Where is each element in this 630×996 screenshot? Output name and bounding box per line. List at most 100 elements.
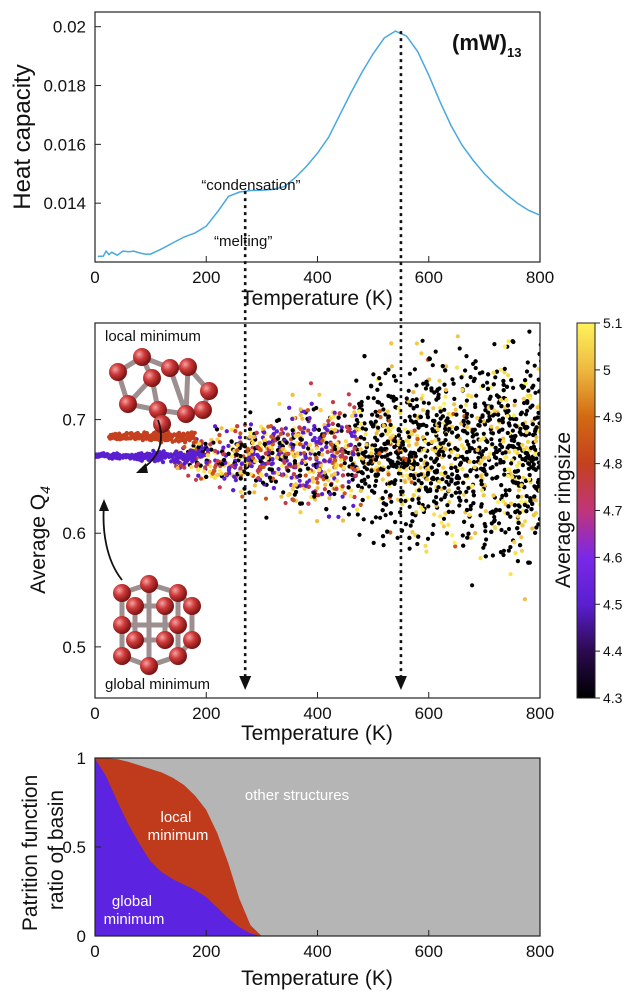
scatter-point: [215, 459, 220, 464]
y-tick-label: 0.014: [43, 194, 86, 213]
scatter-point: [371, 540, 376, 546]
y-tick-label: 0.02: [53, 18, 86, 37]
scatter-point: [501, 436, 506, 441]
scatter-point: [380, 477, 385, 482]
scatter-point: [306, 428, 311, 433]
scatter-point: [424, 549, 429, 554]
x-tick-label: 600: [415, 942, 443, 961]
scatter-point: [352, 405, 357, 410]
scatter-point: [238, 431, 243, 436]
scatter-point: [469, 394, 474, 399]
scatter-point: [453, 446, 458, 451]
scatter-point: [217, 485, 222, 490]
scatter-point: [512, 403, 517, 408]
scatter-point: [528, 405, 533, 410]
x-tick-label: 400: [303, 704, 331, 723]
scatter-point: [354, 437, 359, 442]
scatter-point: [248, 410, 253, 415]
scatter-point: [230, 463, 235, 468]
scatter-cluster-point: [109, 436, 114, 441]
scatter-point: [293, 482, 298, 487]
scatter-point: [266, 461, 271, 466]
scatter-point: [430, 531, 435, 537]
scatter-point: [382, 454, 388, 459]
scatter-point: [486, 372, 491, 377]
scatter-point: [494, 462, 499, 467]
scatter-point: [541, 441, 545, 445]
scatter-point: [501, 388, 506, 393]
scatter-point: [360, 497, 365, 503]
scatter-point: [414, 341, 419, 346]
scatter-point: [298, 451, 303, 456]
scatter-point: [283, 500, 288, 506]
scatter-point: [483, 554, 488, 559]
scatter-point: [492, 408, 497, 413]
scatter-point: [481, 383, 486, 388]
scatter-point: [533, 530, 538, 535]
scatter-point: [449, 479, 454, 484]
scatter-point: [333, 428, 338, 433]
scatter-point: [529, 445, 534, 451]
scatter-point: [252, 490, 257, 495]
scatter-point: [435, 387, 440, 392]
scatter-point: [340, 453, 345, 458]
y-tick-label: 0.016: [43, 135, 86, 154]
scatter-point: [512, 398, 518, 403]
scatter-point: [389, 341, 394, 346]
scatter-point: [396, 442, 401, 447]
scatter-point: [397, 467, 402, 472]
scatter-point: [290, 487, 295, 492]
scatter-point: [505, 316, 509, 320]
scatter-point: [541, 470, 545, 474]
scatter-point: [489, 424, 494, 429]
scatter-point: [522, 502, 528, 507]
scatter-point: [522, 519, 528, 524]
scatter-point: [284, 440, 289, 445]
scatter-point: [497, 418, 502, 423]
scatter-point: [369, 451, 374, 456]
scatter-point: [254, 430, 259, 435]
scatter-point: [503, 502, 508, 507]
scatter-point: [235, 424, 240, 429]
scatter-point: [443, 446, 448, 452]
scatter-point: [542, 484, 546, 488]
scatter-point: [503, 492, 508, 497]
scatter-point: [482, 542, 487, 547]
scatter-point: [198, 476, 204, 481]
scatter-point: [426, 401, 431, 406]
scatter-point: [491, 413, 496, 418]
scatter-point: [499, 404, 504, 409]
scatter-point: [344, 424, 349, 429]
scatter-point: [411, 390, 416, 395]
scatter-point: [466, 531, 471, 536]
scatter-point: [380, 534, 386, 539]
scatter-point: [416, 534, 421, 539]
scatter-point: [381, 543, 386, 548]
scatter-point: [530, 526, 535, 531]
scatter-point: [482, 462, 488, 467]
scatter-point: [375, 387, 380, 392]
scatter-cluster-point: [140, 457, 145, 462]
scatter-point: [440, 477, 445, 482]
scatter-point: [533, 439, 539, 444]
scatter-point: [483, 524, 488, 529]
scatter-point: [520, 522, 525, 528]
scatter-point: [324, 440, 329, 445]
scatter-point: [481, 449, 486, 454]
scatter-point: [404, 438, 409, 443]
scatter-point: [495, 425, 500, 430]
scatter-point: [406, 443, 412, 448]
scatter-point: [303, 441, 309, 446]
scatter-point: [369, 468, 374, 473]
scatter-point: [446, 522, 451, 528]
scatter-point: [509, 378, 514, 383]
scatter-point: [471, 489, 476, 494]
scatter-point: [513, 510, 518, 515]
scatter-point: [522, 400, 527, 406]
scatter-point: [339, 463, 344, 468]
scatter-point: [478, 419, 483, 424]
scatter-point: [455, 453, 460, 458]
scatter-point: [500, 420, 505, 425]
scatter-point: [316, 473, 322, 478]
scatter-point: [374, 431, 379, 436]
